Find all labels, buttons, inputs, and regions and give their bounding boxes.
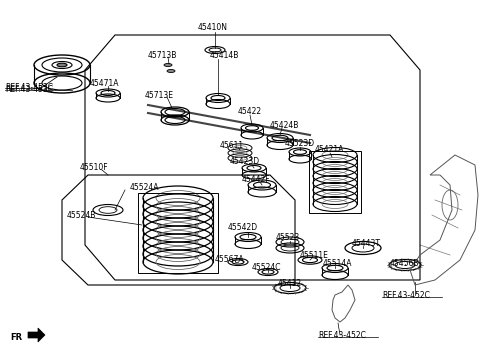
Text: 45514A: 45514A [323, 258, 352, 267]
Text: 45471A: 45471A [90, 79, 120, 88]
Text: 45424B: 45424B [270, 120, 300, 130]
Text: REF.43-452C: REF.43-452C [382, 291, 430, 299]
Text: 45523: 45523 [276, 233, 300, 243]
Text: 45524C: 45524C [252, 264, 281, 272]
Text: REF.43-452C: REF.43-452C [318, 331, 366, 339]
Text: 45412: 45412 [278, 278, 302, 287]
Text: 45542D: 45542D [228, 224, 258, 232]
Text: 45510F: 45510F [80, 164, 108, 172]
Text: 45713E: 45713E [145, 91, 174, 99]
Text: 45523D: 45523D [285, 139, 315, 147]
Ellipse shape [164, 64, 172, 66]
Text: 45611: 45611 [220, 140, 244, 150]
Text: 45713B: 45713B [148, 51, 178, 60]
Text: 45456B: 45456B [390, 258, 420, 267]
Text: 45414B: 45414B [210, 51, 240, 60]
Text: 45567A: 45567A [215, 256, 245, 265]
Text: 45511E: 45511E [300, 251, 329, 259]
Text: 45422: 45422 [238, 107, 262, 117]
Text: FR: FR [10, 333, 22, 343]
Text: 45421A: 45421A [315, 146, 344, 154]
Text: 45442F: 45442F [242, 176, 271, 185]
Text: 45443T: 45443T [352, 238, 381, 247]
Bar [138, 193, 218, 273]
Text: 45423D: 45423D [230, 158, 260, 166]
Text: REF.43-453C: REF.43-453C [5, 86, 53, 94]
Text: 45524A: 45524A [130, 184, 159, 192]
Ellipse shape [167, 69, 175, 73]
Text: REF.43-453C: REF.43-453C [5, 84, 53, 93]
Text: 45524B: 45524B [67, 211, 96, 219]
Bar [309, 151, 361, 213]
Polygon shape [28, 328, 45, 342]
Text: 45410N: 45410N [198, 24, 228, 33]
Ellipse shape [57, 63, 67, 67]
